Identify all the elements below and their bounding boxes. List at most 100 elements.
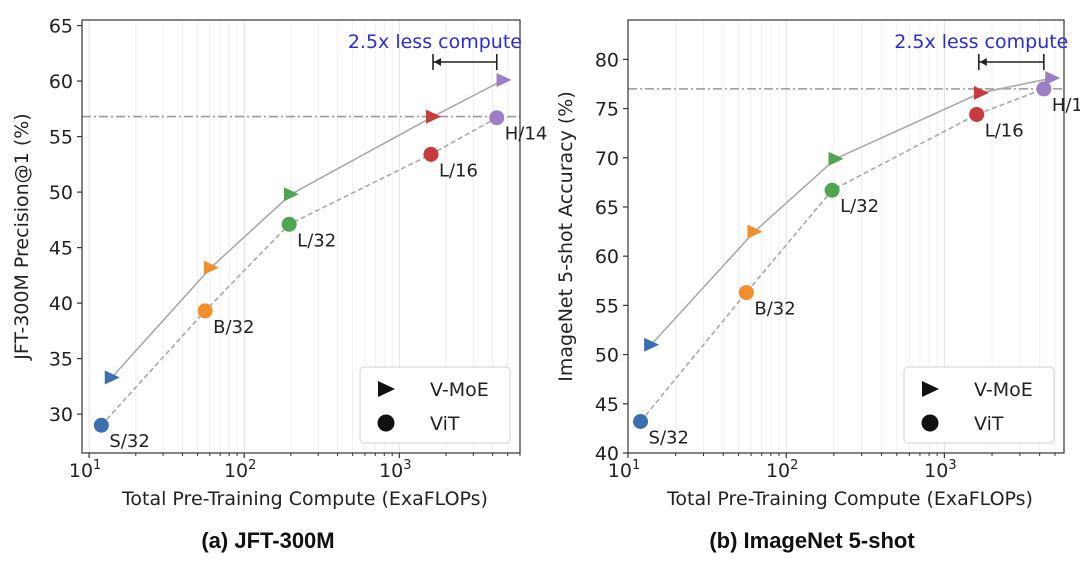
- annotation-arrowhead: [979, 58, 987, 66]
- series-v-moe: [644, 71, 1061, 352]
- x-tick-base: 10: [379, 460, 403, 482]
- x-tick-exponent: 3: [403, 458, 411, 473]
- gridlines: [627, 20, 1056, 453]
- y-axis: 40 45 50 55 60 65 70 75 80: [595, 49, 628, 465]
- series-vit: S/32 B/32 L/32 L/16 H/14: [93, 110, 548, 452]
- y-tick-label: 40: [49, 293, 73, 315]
- point-label: L/16: [985, 120, 1024, 141]
- annotation-text: 2.5x less compute: [348, 31, 522, 53]
- vit-marker: [93, 417, 109, 433]
- vmoe-marker: [1045, 71, 1061, 86]
- vit-marker: [1036, 81, 1052, 97]
- y-axis-title: JFT-300M Precision@1 (%): [11, 113, 33, 360]
- x-tick-label: 101: [69, 458, 101, 482]
- vit-marker: [633, 414, 649, 430]
- legend-label: V-MoE: [974, 379, 1033, 401]
- y-axis-title: ImageNet 5-shot Accuracy (%): [555, 91, 577, 382]
- vmoe-marker: [426, 109, 442, 124]
- vmoe-marker: [283, 187, 299, 202]
- point-label: S/32: [109, 431, 149, 452]
- vmoe-marker: [644, 337, 660, 352]
- vit-marker: [281, 216, 297, 232]
- y-tick-label: 50: [595, 345, 619, 367]
- vmoe-marker: [973, 85, 989, 100]
- x-tick-label: 103: [379, 458, 411, 482]
- caption-b: (b) ImageNet 5-shot: [709, 528, 915, 553]
- legend-circle-icon: [377, 414, 395, 432]
- y-tick-label: 65: [49, 16, 73, 38]
- x-axis: 101 102 103: [608, 453, 1056, 482]
- vmoe-marker: [203, 260, 219, 275]
- x-tick-base: 10: [69, 460, 93, 482]
- vit-marker: [423, 146, 439, 162]
- x-tick-label: 103: [924, 458, 956, 482]
- legend-label: ViT: [974, 413, 1004, 435]
- legend: V-MoE ViT: [359, 366, 511, 444]
- legend-triangle-icon: [922, 381, 939, 397]
- x-tick-exponent: 2: [248, 458, 256, 473]
- x-tick-base: 10: [924, 460, 948, 482]
- vit-marker: [738, 285, 754, 301]
- x-tick-exponent: 1: [632, 458, 640, 473]
- y-tick-label: 80: [595, 49, 619, 71]
- annotation-arrowhead: [434, 58, 442, 66]
- x-tick-base: 10: [608, 460, 632, 482]
- y-tick-label: 45: [595, 394, 619, 416]
- x-axis: 101 102 103: [69, 453, 521, 482]
- annotation-text: 2.5x less compute: [894, 31, 1068, 53]
- vit-marker: [197, 303, 213, 319]
- x-tick-exponent: 2: [790, 458, 798, 473]
- point-label: B/32: [213, 317, 254, 338]
- vmoe-marker: [747, 224, 763, 239]
- x-tick-exponent: 3: [948, 458, 956, 473]
- x-tick-exponent: 1: [93, 458, 101, 473]
- y-tick-label: 45: [49, 238, 73, 260]
- series-vit: S/32 B/32 L/32 L/16 H/14: [633, 81, 1080, 449]
- y-tick-label: 35: [49, 349, 73, 371]
- caption-a: (a) JFT-300M: [201, 528, 334, 553]
- x-tick-label: 102: [224, 458, 256, 482]
- x-axis-title: Total Pre-Training Compute (ExaFLOPs): [666, 488, 1033, 510]
- point-label: L/16: [439, 160, 478, 181]
- point-label: L/32: [840, 196, 879, 217]
- legend-box: [903, 366, 1055, 444]
- y-tick-label: 70: [595, 148, 619, 170]
- y-tick-label: 40: [595, 443, 619, 465]
- series-v-moe: [104, 72, 512, 385]
- vit-marker: [489, 110, 505, 126]
- vmoe-marker: [496, 72, 512, 87]
- x-tick-base: 10: [766, 460, 790, 482]
- legend-label: V-MoE: [430, 379, 489, 401]
- x-tick-label: 101: [608, 458, 640, 482]
- point-label: B/32: [754, 299, 795, 320]
- axes-frame: [627, 19, 1065, 454]
- legend-box: [359, 366, 511, 444]
- y-tick-label: 30: [49, 404, 73, 426]
- vmoe-marker: [828, 151, 844, 166]
- vit-marker: [824, 182, 840, 198]
- point-label: H/14: [505, 124, 548, 145]
- y-tick-label: 60: [49, 71, 73, 93]
- point-label: L/32: [297, 230, 336, 251]
- legend-triangle-icon: [378, 381, 395, 397]
- x-tick-base: 10: [224, 460, 248, 482]
- axes-frame: [81, 19, 521, 454]
- legend-circle-icon: [921, 414, 939, 432]
- x-tick-label: 102: [766, 458, 798, 482]
- y-tick-label: 60: [595, 246, 619, 268]
- point-label: H/14: [1052, 95, 1080, 116]
- y-tick-label: 55: [49, 127, 73, 149]
- y-tick-label: 65: [595, 197, 619, 219]
- y-axis: 30 35 40 45 50 55 60 65: [49, 16, 82, 426]
- legend: V-MoE ViT: [903, 366, 1055, 444]
- legend-label: ViT: [430, 413, 460, 435]
- y-tick-label: 75: [595, 99, 619, 121]
- y-tick-label: 55: [595, 295, 619, 317]
- vit-marker: [969, 106, 985, 122]
- vmoe-marker: [104, 370, 120, 385]
- x-axis-title: Total Pre-Training Compute (ExaFLOPs): [121, 488, 488, 510]
- point-label: S/32: [649, 428, 689, 449]
